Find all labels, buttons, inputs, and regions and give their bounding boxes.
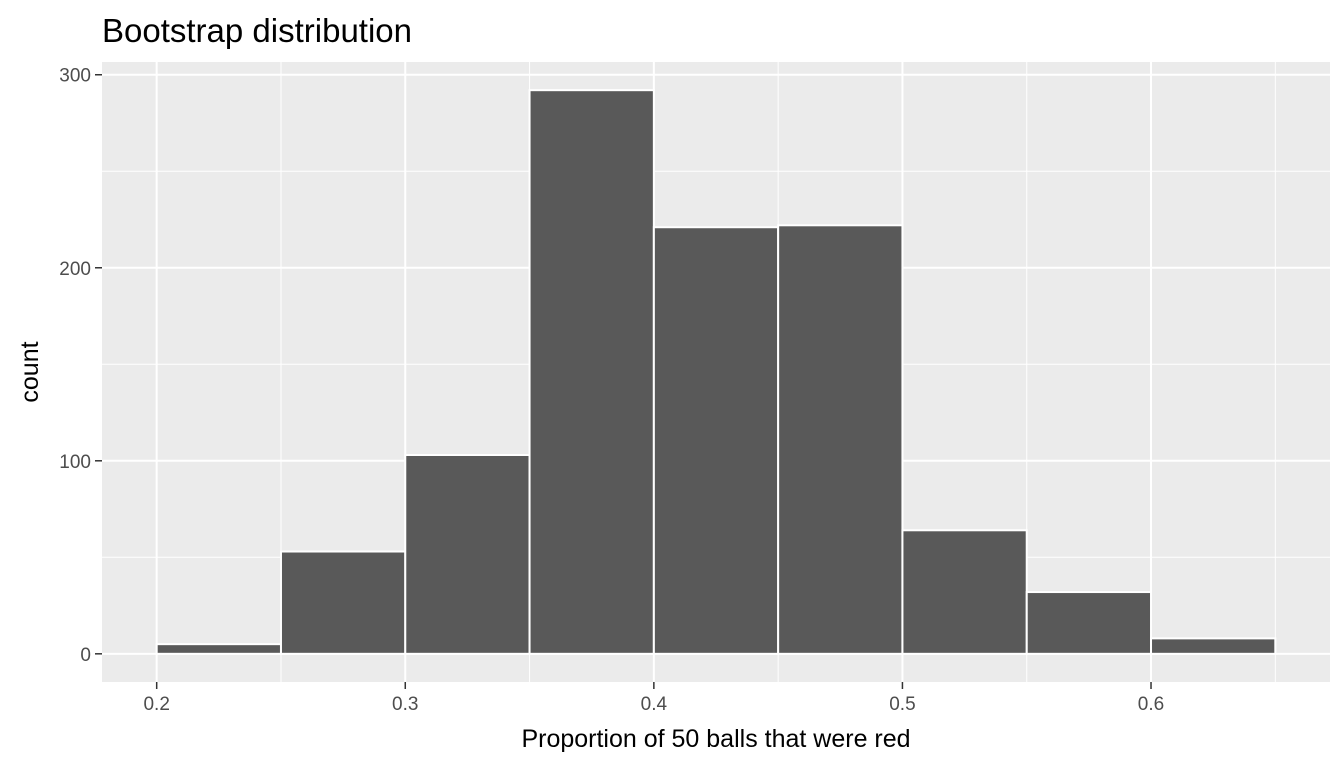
histogram-bar xyxy=(155,643,282,655)
y-tick-label: 100 xyxy=(59,452,91,473)
histogram-bar xyxy=(279,550,407,655)
histogram-bar xyxy=(901,529,1028,655)
y-tick-label: 0 xyxy=(80,645,91,666)
x-tick-label: 0.5 xyxy=(889,694,915,715)
histogram-bars xyxy=(155,89,1277,655)
histogram-bar xyxy=(1150,637,1277,655)
y-axis-title: count xyxy=(16,341,44,402)
y-axis: 0 100 200 300 xyxy=(59,66,102,666)
histogram-bar xyxy=(652,226,780,655)
histogram-bar xyxy=(777,224,904,655)
x-tick-label: 0.6 xyxy=(1138,694,1164,715)
histogram-bar xyxy=(404,454,531,655)
x-tick-label: 0.3 xyxy=(392,694,418,715)
y-tick-label: 300 xyxy=(59,66,91,87)
y-tick-label: 200 xyxy=(59,259,91,280)
chart-title: Bootstrap distribution xyxy=(102,12,412,49)
histogram-bar xyxy=(1025,591,1153,655)
x-axis: 0.2 0.3 0.4 0.5 0.6 xyxy=(143,682,1164,715)
x-axis-title: Proportion of 50 balls that were red xyxy=(521,725,910,753)
histogram-bar xyxy=(528,89,655,655)
x-tick-label: 0.2 xyxy=(143,694,169,715)
x-tick-label: 0.4 xyxy=(641,694,668,715)
